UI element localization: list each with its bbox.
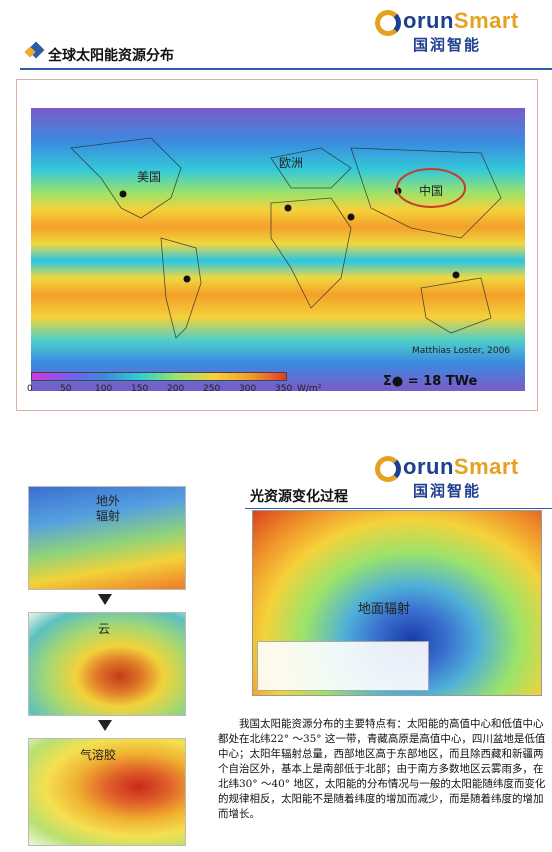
label-surface-radiation: 地面辐射 bbox=[358, 602, 411, 617]
slide2-title-underline bbox=[245, 508, 552, 509]
map-aerosol bbox=[28, 738, 186, 846]
sum-label: Σ● = 18 TWe bbox=[383, 374, 478, 389]
site-dot-usa bbox=[119, 190, 127, 198]
map-credit: Matthias Loster, 2006 bbox=[412, 346, 511, 356]
site-dot-middle-east bbox=[347, 213, 355, 221]
logo-wordmark: orunSmart bbox=[403, 454, 519, 479]
label-usa: 美国 bbox=[137, 170, 162, 184]
slide2-title: 光资源变化过程 bbox=[250, 489, 348, 505]
logo-chinese: 国润智能 bbox=[413, 36, 482, 54]
slide-1: orunSmart 国润智能 全球太阳能资源分布 bbox=[0, 0, 552, 420]
world-solar-map bbox=[31, 108, 525, 391]
logo: orunSmart 国润智能 bbox=[375, 6, 545, 56]
site-dot-south-america bbox=[183, 275, 191, 283]
logo-chinese: 国润智能 bbox=[413, 482, 482, 500]
slide-2: orunSmart 国润智能 光资源变化过程 地外 辐射 云 气溶胶 地面辐射 我… bbox=[0, 440, 552, 852]
arrow-down-icon bbox=[98, 594, 112, 605]
scale-tick: 150 bbox=[131, 384, 149, 394]
world-map-frame: 美国 欧洲 中国 Matthias Loster, 2006 0 50 100 … bbox=[16, 79, 538, 411]
site-dot-north-africa bbox=[284, 204, 292, 212]
label-aerosol: 气溶胶 bbox=[80, 748, 117, 762]
logo-2: orunSmart 国润智能 bbox=[375, 452, 545, 502]
china-highlight-ellipse bbox=[396, 168, 466, 208]
scale-tick: 350 bbox=[275, 384, 293, 394]
site-dot-australia bbox=[452, 271, 460, 279]
page-title: 全球太阳能资源分布 bbox=[48, 48, 174, 64]
logo-wordmark: orunSmart bbox=[403, 8, 519, 33]
label-china: 中国 bbox=[419, 184, 444, 198]
label-extraterrestrial: 地外 辐射 bbox=[96, 494, 121, 523]
scale-unit: W/m² bbox=[297, 384, 322, 394]
map-cloud bbox=[28, 612, 186, 716]
scale-tick: 0 bbox=[27, 384, 33, 394]
main-map-legend bbox=[257, 641, 429, 691]
map-surface-radiation bbox=[252, 510, 542, 696]
description-paragraph: 我国太阳能资源分布的主要特点有：太阳能的高值中心和低值中心都处在北纬22° ～3… bbox=[218, 718, 546, 820]
scale-tick: 250 bbox=[203, 384, 221, 394]
label-cloud: 云 bbox=[98, 622, 111, 636]
map-extraterrestrial bbox=[28, 486, 186, 590]
logo-g-icon bbox=[375, 10, 401, 36]
scale-tick: 50 bbox=[60, 384, 72, 394]
scale-tick: 300 bbox=[239, 384, 257, 394]
scale-ticks: 0 50 100 150 200 250 300 350 bbox=[27, 384, 297, 396]
label-europe: 欧洲 bbox=[279, 156, 304, 170]
arrow-down-icon bbox=[98, 720, 112, 731]
color-scale-bar bbox=[31, 372, 287, 381]
scale-tick: 200 bbox=[167, 384, 185, 394]
title-underline bbox=[20, 68, 552, 70]
scale-tick: 100 bbox=[95, 384, 113, 394]
logo-g-icon bbox=[375, 456, 401, 482]
